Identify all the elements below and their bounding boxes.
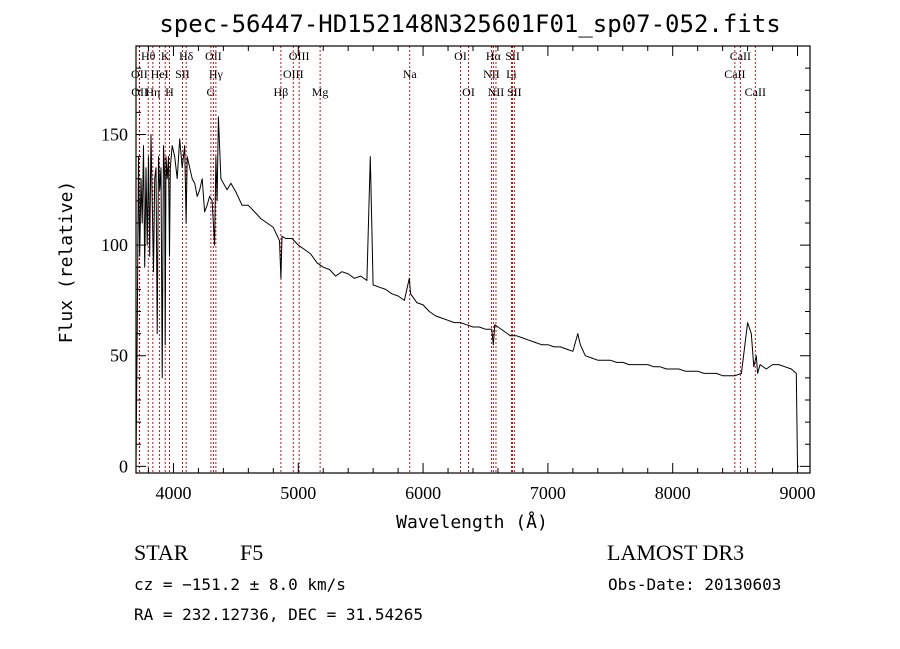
y-tick-label: 100: [101, 235, 128, 255]
spectral-line-label: OI: [462, 85, 475, 99]
spectral-line-label: NII: [483, 67, 500, 81]
y-tick-label: 0: [119, 456, 128, 476]
chart-title: spec-56447-HD152148N325601F01_sp07-052.f…: [159, 10, 780, 38]
spectral-line-label: Mg: [312, 85, 329, 99]
spectral-line-label: OI: [454, 49, 467, 63]
spectral-line-label: CaII: [730, 49, 751, 63]
spectral-line-label: Na: [403, 67, 418, 81]
x-tick-label: 6000: [405, 483, 441, 503]
spectral-line-label: HeI: [151, 67, 169, 81]
obs-date: Obs-Date: 20130603: [608, 575, 782, 594]
spectral-lines-layer: OIIOIIHθHηHeIKHSIIHδGOIIHγHβOIIIOIIIMgNa…: [131, 46, 766, 473]
spectral-line-label: K: [161, 49, 170, 63]
object-class: STAR: [134, 540, 189, 565]
x-axis-label: Wavelength (Å): [396, 511, 548, 533]
spectrum-series-line: [135, 116, 799, 467]
plot-frame: [135, 45, 811, 474]
spectral-line-label: G: [207, 85, 216, 99]
spectral-line-label: H: [165, 85, 174, 99]
spectral-line-label: CaII: [724, 67, 745, 81]
spectral-line-label: SII: [505, 49, 520, 63]
x-tick-label: 4000: [155, 483, 191, 503]
y-tick-label: 50: [110, 346, 128, 366]
redshift-info: cz = −151.2 ± 8.0 km/s: [134, 575, 346, 594]
spectral-line-label: Hθ: [141, 49, 156, 63]
spectral-line-label: OIII: [283, 67, 304, 81]
y-tick-label: 150: [101, 124, 128, 144]
x-tick-label: 7000: [530, 483, 566, 503]
spectral-line-label: SII: [175, 67, 190, 81]
survey-name: LAMOST DR3: [607, 540, 745, 565]
coordinates: RA = 232.12736, DEC = 31.54265: [134, 605, 423, 624]
x-tick-label: 9000: [780, 483, 816, 503]
series-layer: [135, 116, 799, 467]
x-tick-label: 5000: [280, 483, 316, 503]
spectral-line-label: OIII: [289, 49, 310, 63]
spectral-line-label: OII: [205, 49, 222, 63]
spectral-line-label: Hγ: [209, 67, 224, 81]
x-tick-label: 8000: [655, 483, 691, 503]
spectral-line-label: Hη: [145, 85, 160, 99]
y-axis-label: Flux (relative): [56, 181, 77, 344]
spectral-line-label: Hα: [486, 49, 502, 63]
spectral-line-label: SII: [507, 85, 522, 99]
spectral-line-label: Li: [506, 67, 517, 81]
ticks-layer: 4000 5000 6000 7000 8000 9000 0 50 100 150: [101, 46, 816, 503]
spectral-line-label: CaII: [745, 85, 766, 99]
subclass: F5: [240, 540, 264, 565]
spectral-line-label: NII: [488, 85, 505, 99]
spectral-line-label: Hβ: [274, 85, 289, 99]
spectral-line-label: Hδ: [179, 49, 194, 63]
